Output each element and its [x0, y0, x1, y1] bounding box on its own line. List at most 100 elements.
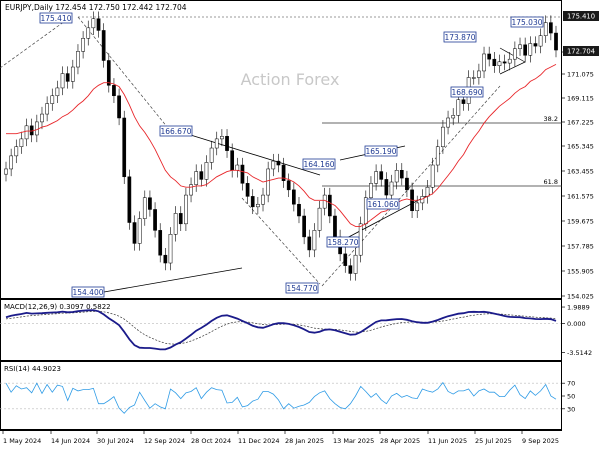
- rsi-tick-label: 50: [567, 393, 575, 401]
- swing-label: 154.770: [286, 284, 317, 293]
- candle-body: [358, 223, 363, 256]
- candle-body: [327, 194, 332, 217]
- candle-body: [353, 254, 358, 274]
- candle-body: [322, 194, 327, 209]
- candle-body: [230, 150, 235, 171]
- candle-body: [220, 136, 224, 140]
- rsi-guides: [0, 382, 561, 410]
- candle-body: [384, 179, 389, 196]
- swing-label-box: [39, 12, 73, 24]
- trendline-lower-wedge: [103, 267, 243, 293]
- candle-body: [163, 254, 168, 264]
- candle-body: [235, 164, 240, 171]
- rsi-tick-label: 30: [567, 405, 575, 413]
- rsi-panel: [0, 361, 562, 430]
- swing-label: 175.410: [40, 14, 71, 23]
- candle-body: [70, 66, 75, 82]
- candle-body: [348, 265, 353, 274]
- candle-body: [9, 155, 13, 170]
- candle-body: [65, 73, 70, 82]
- time-tick-label: 1 May 2024: [3, 437, 41, 445]
- candle-body: [317, 207, 322, 231]
- swing-label: 164.160: [303, 160, 334, 169]
- candle-body: [389, 181, 394, 196]
- macd-label: MACD(12,26,9) 0.3097 0.5822: [4, 303, 111, 311]
- price-tick-label: 161.575: [567, 193, 594, 201]
- candle-body: [261, 194, 265, 205]
- triangle-upper: [499, 47, 526, 63]
- swing-label: 168.690: [451, 88, 482, 97]
- price-tick-label: 167.225: [567, 119, 594, 127]
- price-panel: [0, 0, 562, 299]
- rsi-label: RSI(14) 44.9023: [4, 365, 61, 373]
- candle-body: [502, 61, 507, 64]
- watermark: Action Forex: [241, 70, 340, 89]
- price-tag-label: 172.704: [567, 48, 595, 56]
- candle-body: [250, 196, 255, 208]
- rsi-axis: 70 50 30: [561, 380, 575, 413]
- candle-body: [204, 162, 209, 180]
- time-axis: 1 May 2024 14 Jun 2024 30 Jul 2024 12 Sep 2…: [2, 430, 559, 445]
- candle-body: [240, 164, 245, 184]
- candle-body: [425, 186, 430, 197]
- candle-body: [415, 202, 420, 212]
- candle-body: [101, 30, 106, 61]
- swing-label-box: [285, 282, 319, 294]
- candle-body: [492, 58, 497, 66]
- candle-body: [86, 27, 91, 39]
- price-axis: 173.265171.075169.115167.225165.345163.4…: [561, 11, 599, 301]
- trendline-channel-lower: [342, 193, 431, 241]
- candle-body: [106, 60, 111, 86]
- candle-body: [456, 99, 461, 116]
- candle-body: [523, 44, 528, 56]
- price-tick-label: 159.675: [567, 218, 594, 226]
- swing-label: 165.190: [365, 147, 396, 156]
- swing-label: 175.030: [511, 18, 542, 27]
- candle-body: [374, 171, 378, 184]
- candle-body: [194, 171, 199, 185]
- candle-body: [50, 95, 55, 104]
- moving-average-line: [6, 63, 557, 227]
- swing-label-box: [326, 236, 360, 248]
- swing-label-box: [364, 145, 398, 157]
- candle-body: [184, 194, 188, 225]
- time-tick-label: 13 Mar 2025: [333, 437, 374, 445]
- rsi-tick-label: 70: [567, 380, 575, 388]
- price-tag-label: 175.410: [567, 13, 595, 21]
- candle-body: [173, 213, 178, 235]
- time-tick-label: 30 Jul 2024: [97, 437, 134, 445]
- candle-body: [307, 236, 312, 251]
- candle-body: [538, 35, 543, 47]
- candle-body: [112, 85, 116, 97]
- swing-label-box: [443, 31, 477, 43]
- fib-label-38: 38.2: [544, 115, 558, 123]
- candle-body: [122, 117, 127, 178]
- price-tick-label: 165.345: [567, 143, 594, 151]
- candle-body: [256, 203, 260, 208]
- candle-body: [34, 121, 39, 136]
- candle-body: [271, 160, 276, 170]
- swing-labels: 175.410 166.670 154.400 164.160 165.190 154.7…: [39, 12, 544, 298]
- macd-tick-label: -3.5142: [567, 349, 592, 357]
- time-tick-label: 28 Apr 2025: [380, 437, 420, 445]
- candle-body: [297, 203, 301, 217]
- candle-body: [513, 48, 517, 60]
- swing-label-box: [71, 286, 105, 298]
- candle-body: [148, 197, 152, 210]
- candle-body: [55, 87, 60, 97]
- candle-body: [132, 222, 137, 244]
- time-tick-label: 28 Jan 2025: [285, 437, 324, 445]
- macd-tick-label: 0.000: [567, 320, 586, 328]
- swing-label: 154.400: [72, 288, 103, 297]
- candle-body: [471, 77, 476, 79]
- rsi-line: [5, 381, 557, 414]
- time-tick-label: 9 Sep 2025: [522, 437, 559, 445]
- candle-body: [507, 58, 512, 64]
- candle-body: [399, 170, 404, 179]
- candle-body: [266, 168, 270, 196]
- candle-body: [394, 170, 399, 183]
- candle-body: [199, 171, 204, 180]
- candle-body: [441, 126, 445, 147]
- time-tick-label: 12 Sep 2024: [144, 437, 185, 445]
